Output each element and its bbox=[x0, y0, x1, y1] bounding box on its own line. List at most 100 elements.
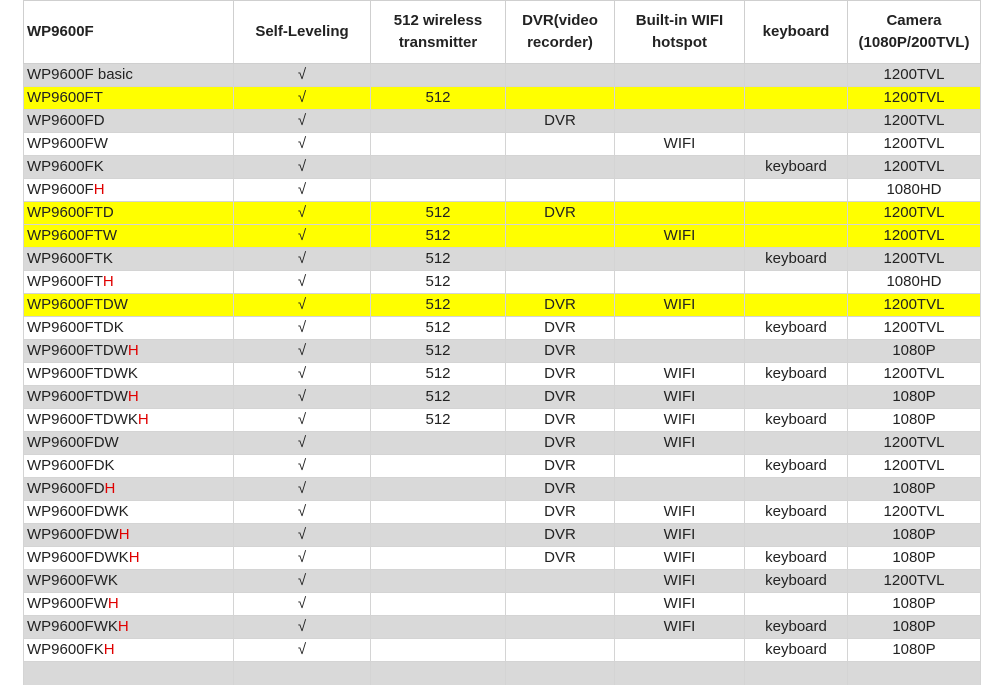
empty-cell bbox=[614, 247, 745, 271]
table-cell: 512 bbox=[370, 408, 506, 432]
empty-cell bbox=[614, 477, 745, 501]
model-name: WP9600F bbox=[27, 181, 94, 198]
table-cell: DVR bbox=[505, 201, 615, 225]
table-cell: keyboard bbox=[744, 569, 848, 593]
empty-cell bbox=[505, 661, 615, 685]
table-cell: 1080P bbox=[847, 385, 981, 409]
empty-cell bbox=[505, 569, 615, 593]
model-cell: WP9600FK bbox=[23, 155, 234, 179]
model-name: WP9600FDWK bbox=[27, 503, 129, 520]
model-cell: WP9600FDWH bbox=[23, 523, 234, 547]
header-cell: Self-Leveling bbox=[233, 0, 371, 64]
model-cell: WP9600FD bbox=[23, 109, 234, 133]
table-cell: keyboard bbox=[744, 408, 848, 432]
model-cell: WP9600FDH bbox=[23, 477, 234, 501]
model-suffix: H bbox=[107, 595, 119, 612]
empty-cell bbox=[744, 431, 848, 455]
table-cell: WIFI bbox=[614, 224, 745, 248]
table-row: WP9600FKH √ keyboard 1080P bbox=[23, 638, 981, 662]
table-cell: DVR bbox=[505, 454, 615, 478]
empty-cell bbox=[744, 523, 848, 547]
table-cell: 1080HD bbox=[847, 178, 981, 202]
table-cell: WIFI bbox=[614, 408, 745, 432]
empty-cell bbox=[505, 270, 615, 294]
empty-cell bbox=[744, 661, 848, 685]
spec-table: WP9600F Self-Leveling 512 wireless transmi… bbox=[23, 0, 981, 685]
table-cell: √ bbox=[233, 408, 371, 432]
table-cell: keyboard bbox=[744, 546, 848, 570]
table-cell: √ bbox=[233, 132, 371, 156]
table-row: WP9600FD √ DVR 1200TVL bbox=[23, 109, 981, 133]
model-suffix: H bbox=[104, 480, 116, 497]
empty-cell bbox=[370, 63, 506, 87]
empty-cell bbox=[614, 109, 745, 133]
table-cell: WIFI bbox=[614, 385, 745, 409]
model-name: WP9600FD bbox=[27, 112, 105, 129]
empty-cell bbox=[744, 86, 848, 110]
model-name: WP9600FTDWK bbox=[27, 365, 138, 382]
empty-cell bbox=[614, 63, 745, 87]
table-cell: 1200TVL bbox=[847, 109, 981, 133]
model-suffix: H bbox=[117, 618, 129, 635]
table-cell: 1200TVL bbox=[847, 63, 981, 87]
table-cell: √ bbox=[233, 385, 371, 409]
model-cell: WP9600FDW bbox=[23, 431, 234, 455]
table-cell: 1200TVL bbox=[847, 155, 981, 179]
header-cell: WP9600F bbox=[23, 0, 234, 64]
empty-cell bbox=[505, 63, 615, 87]
model-name: WP9600FTDW bbox=[27, 388, 128, 405]
header-cell: 512 wireless transmitter bbox=[370, 0, 506, 64]
empty-cell bbox=[370, 615, 506, 639]
table-cell: DVR bbox=[505, 477, 615, 501]
table-cell: WIFI bbox=[614, 431, 745, 455]
empty-cell bbox=[614, 661, 745, 685]
table-cell: √ bbox=[233, 546, 371, 570]
empty-cell bbox=[505, 155, 615, 179]
table-cell: WIFI bbox=[614, 569, 745, 593]
empty-cell bbox=[614, 178, 745, 202]
table-row: WP9600FTDK √ 512 DVR keyboard 1200TVL bbox=[23, 316, 981, 340]
empty-cell bbox=[370, 638, 506, 662]
empty-cell bbox=[744, 385, 848, 409]
table-row: WP9600FW √ WIFI 1200TVL bbox=[23, 132, 981, 156]
model-name: WP9600FTK bbox=[27, 250, 113, 267]
model-cell: WP9600FWKH bbox=[23, 615, 234, 639]
table-cell: DVR bbox=[505, 546, 615, 570]
table-cell: 512 bbox=[370, 201, 506, 225]
model-name: WP9600FD bbox=[27, 480, 105, 497]
table-cell: keyboard bbox=[744, 638, 848, 662]
table-cell: WIFI bbox=[614, 592, 745, 616]
empty-cell bbox=[614, 339, 745, 363]
model-name: WP9600FDW bbox=[27, 526, 119, 543]
model-cell: WP9600FTD bbox=[23, 201, 234, 225]
empty-cell bbox=[614, 316, 745, 340]
model-cell: WP9600FW bbox=[23, 132, 234, 156]
model-suffix: H bbox=[103, 641, 115, 658]
model-cell: WP9600FH bbox=[23, 178, 234, 202]
model-suffix: H bbox=[127, 388, 139, 405]
table-cell: keyboard bbox=[744, 615, 848, 639]
model-cell: WP9600FTDWH bbox=[23, 339, 234, 363]
empty-cell bbox=[614, 270, 745, 294]
model-name: WP9600FWK bbox=[27, 572, 118, 589]
header-cell: DVR(video recorder) bbox=[505, 0, 615, 64]
table-cell: WIFI bbox=[614, 523, 745, 547]
table-cell: keyboard bbox=[744, 247, 848, 271]
model-name: WP9600FT bbox=[27, 273, 103, 290]
table-row: WP9600FTDW √ 512 DVR WIFI 1200TVL bbox=[23, 293, 981, 317]
empty-cell bbox=[744, 201, 848, 225]
table-row: WP9600F basic √ 1200TVL bbox=[23, 63, 981, 87]
empty-cell bbox=[614, 201, 745, 225]
table-cell: √ bbox=[233, 224, 371, 248]
table-cell: √ bbox=[233, 316, 371, 340]
empty-cell bbox=[847, 661, 981, 685]
table-cell: WIFI bbox=[614, 293, 745, 317]
table-cell: keyboard bbox=[744, 454, 848, 478]
table-cell: √ bbox=[233, 615, 371, 639]
table-cell: 1080P bbox=[847, 592, 981, 616]
model-suffix: H bbox=[118, 526, 130, 543]
empty-cell bbox=[505, 592, 615, 616]
model-suffix: H bbox=[137, 411, 149, 428]
table-cell: keyboard bbox=[744, 316, 848, 340]
